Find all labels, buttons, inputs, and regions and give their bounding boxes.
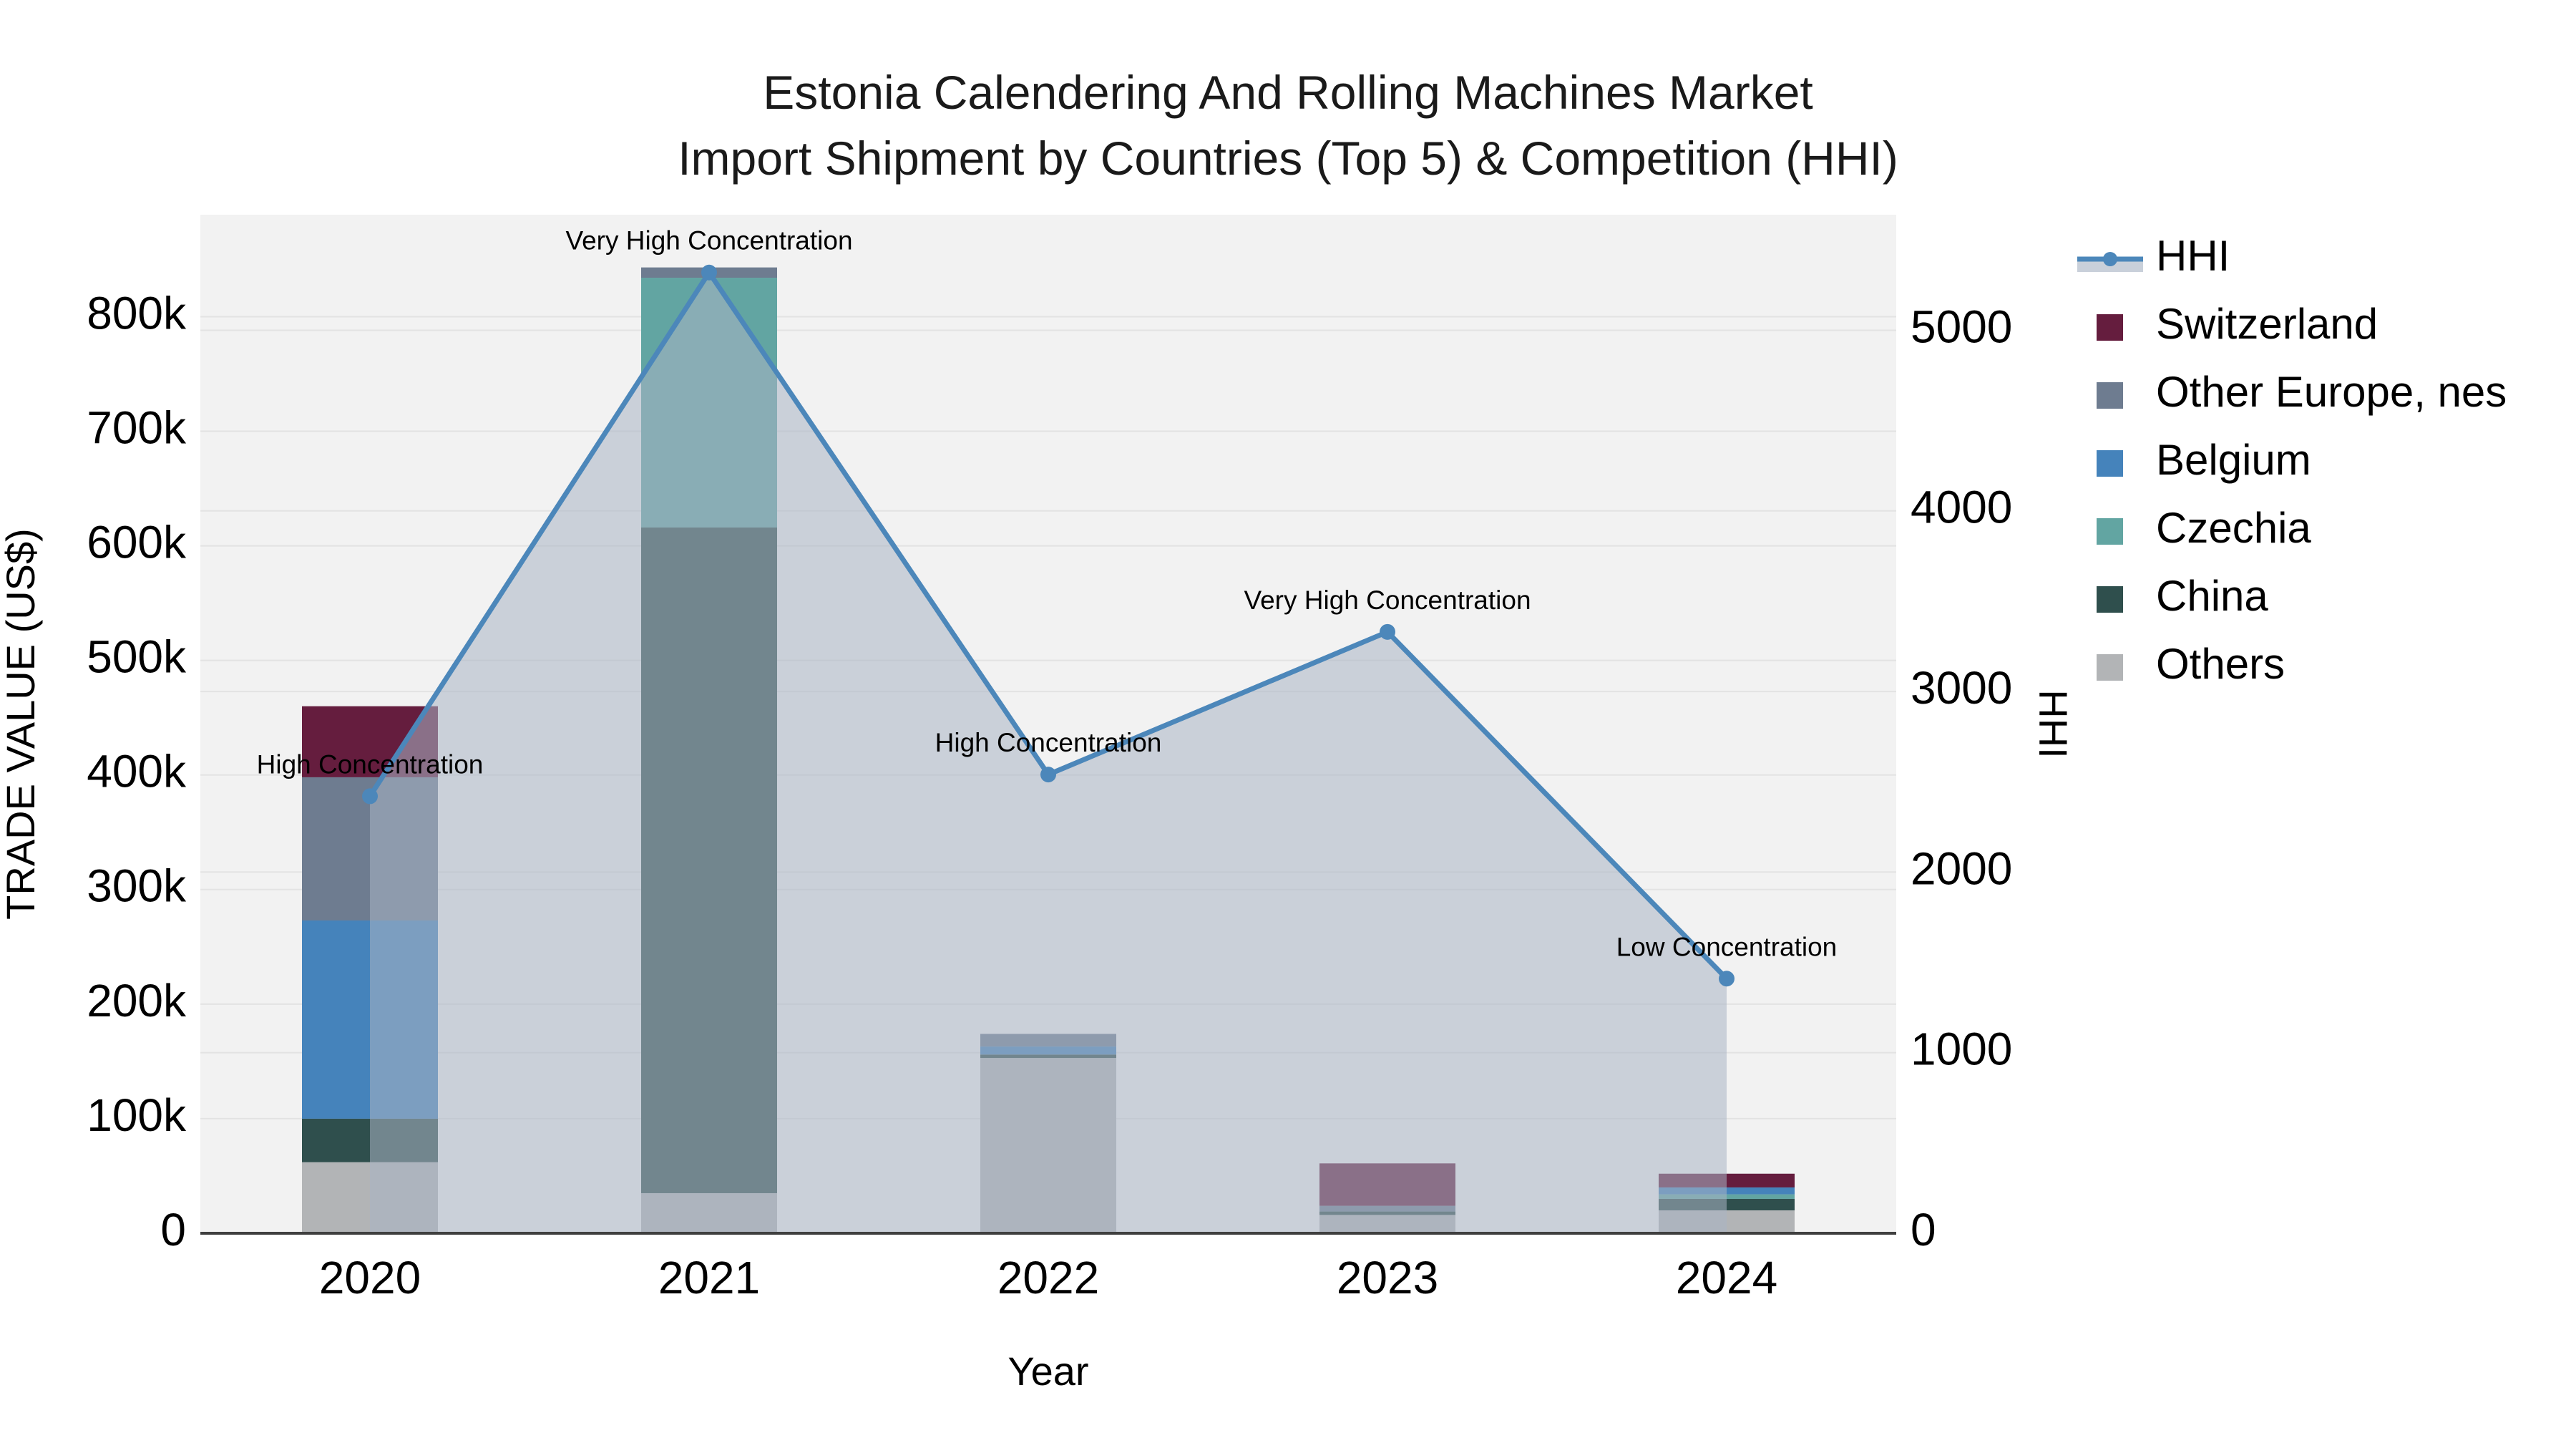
- legend-item-china-label[interactable]: China: [2156, 572, 2268, 620]
- right-tick-5000: 5000: [1911, 301, 2012, 352]
- right-tick-1000: 1000: [1911, 1024, 2012, 1075]
- legend-item-czechia-label[interactable]: Czechia: [2156, 504, 2311, 552]
- legend-item-others-swatch[interactable]: [2097, 654, 2123, 681]
- chart-title-line1: Estonia Calendering And Rolling Machines…: [763, 66, 1813, 119]
- legend-item-czechia-swatch[interactable]: [2097, 518, 2123, 545]
- y-axis-title-right: HHI: [2031, 689, 2076, 758]
- annotation-2022: High Concentration: [935, 728, 1162, 757]
- right-tick-3000: 3000: [1911, 662, 2012, 714]
- annotation-2021: Very High Concentration: [565, 226, 852, 256]
- left-tick-700k: 700k: [87, 402, 187, 453]
- left-tick-0: 0: [160, 1204, 186, 1255]
- legend-item-switzerland-label[interactable]: Switzerland: [2156, 300, 2378, 348]
- right-tick-2000: 2000: [1911, 842, 2012, 894]
- x-tick-2022: 2022: [997, 1252, 1099, 1303]
- x-tick-2024: 2024: [1676, 1252, 1777, 1303]
- x-tick-2021: 2021: [658, 1252, 760, 1303]
- hhi-area: [370, 272, 1727, 1234]
- legend-item-others-label[interactable]: Others: [2156, 640, 2285, 688]
- left-tick-100k: 100k: [87, 1089, 187, 1141]
- legend-item-other-europe-nes-label[interactable]: Other Europe, nes: [2156, 368, 2507, 416]
- legend-item-belgium-swatch[interactable]: [2097, 450, 2123, 477]
- legend-item-other-europe-nes-swatch[interactable]: [2097, 382, 2123, 409]
- annotation-2023: Very High Concentration: [1244, 585, 1531, 615]
- hhi-point-2020[interactable]: [362, 788, 378, 805]
- hhi-point-2023[interactable]: [1380, 623, 1395, 640]
- left-tick-800k: 800k: [87, 287, 187, 339]
- left-tick-400k: 400k: [87, 746, 187, 797]
- hhi-point-2021[interactable]: [701, 264, 717, 281]
- x-axis-title: Year: [1008, 1348, 1088, 1394]
- legend-item-hhi-label[interactable]: HHI: [2156, 232, 2230, 280]
- annotation-2020: High Concentration: [257, 749, 484, 779]
- hhi-point-2022[interactable]: [1040, 767, 1056, 783]
- legend-item-belgium-label[interactable]: Belgium: [2156, 436, 2311, 484]
- legend-item-hhi-area-swatch[interactable]: [2077, 261, 2143, 272]
- x-tick-2023: 2023: [1337, 1252, 1438, 1303]
- left-tick-300k: 300k: [87, 860, 187, 912]
- legend-item-switzerland-swatch[interactable]: [2097, 314, 2123, 341]
- left-tick-600k: 600k: [87, 517, 187, 568]
- hhi-point-2024[interactable]: [1719, 971, 1735, 987]
- left-tick-200k: 200k: [87, 975, 187, 1026]
- legend-item-hhi-marker[interactable]: [2103, 252, 2117, 266]
- annotation-2024: Low Concentration: [1616, 932, 1838, 961]
- chart-title-line2: Import Shipment by Countries (Top 5) & C…: [678, 132, 1898, 185]
- right-tick-4000: 4000: [1911, 482, 2012, 533]
- legend-item-china-swatch[interactable]: [2097, 586, 2123, 613]
- y-axis-title-left: TRADE VALUE (US$): [0, 528, 43, 920]
- x-tick-2020: 2020: [319, 1252, 421, 1303]
- left-tick-500k: 500k: [87, 631, 187, 683]
- right-tick-0: 0: [1911, 1204, 1936, 1255]
